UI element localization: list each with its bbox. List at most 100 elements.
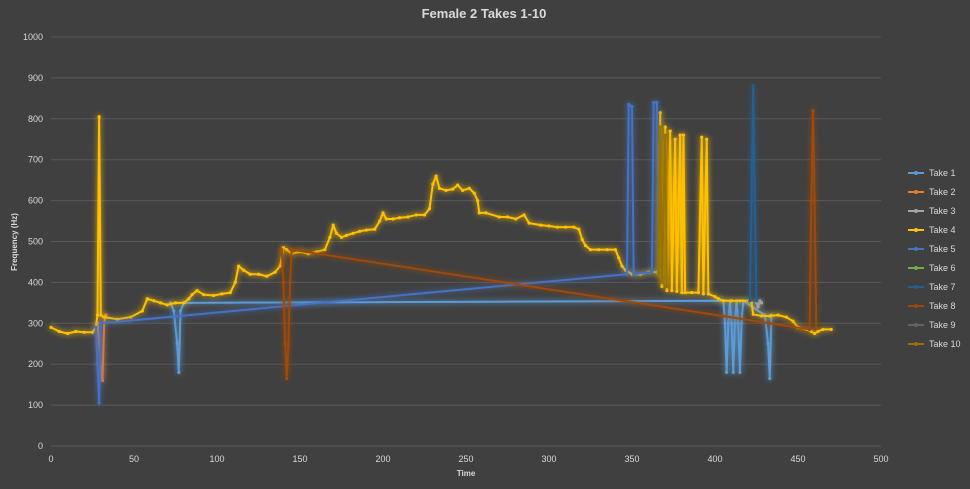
data-point bbox=[358, 229, 362, 233]
data-point bbox=[759, 301, 764, 305]
data-point bbox=[665, 288, 669, 293]
y-tick-label: 1000 bbox=[23, 32, 43, 42]
data-point bbox=[673, 137, 677, 141]
data-point bbox=[726, 321, 730, 325]
data-point bbox=[665, 284, 669, 289]
legend-label: Take 1 bbox=[929, 168, 956, 178]
data-point bbox=[668, 129, 672, 133]
x-tick-label: 450 bbox=[790, 454, 805, 464]
legend-label: Take 4 bbox=[929, 225, 956, 235]
data-point bbox=[285, 376, 289, 381]
data-point bbox=[663, 133, 667, 137]
data-point bbox=[236, 264, 241, 268]
data-point bbox=[94, 325, 98, 329]
y-axis-ticks: 0 100 200 300 400 500 600 700 800 900 1000 bbox=[23, 32, 43, 451]
data-point bbox=[398, 216, 402, 220]
data-point bbox=[577, 227, 581, 231]
data-point bbox=[723, 321, 727, 325]
data-point bbox=[278, 264, 282, 268]
series-take-8 bbox=[280, 109, 818, 381]
legend-item: Take 6 bbox=[908, 263, 956, 273]
x-tick-label: 300 bbox=[541, 454, 556, 464]
data-point bbox=[751, 312, 755, 316]
legend-marker bbox=[914, 209, 918, 213]
data-point bbox=[522, 213, 526, 217]
data-point bbox=[754, 299, 759, 303]
data-point bbox=[145, 297, 149, 301]
legend-item: Take 10 bbox=[908, 339, 961, 349]
series-line bbox=[94, 101, 660, 405]
legend-label: Take 3 bbox=[929, 206, 956, 216]
y-tick-label: 100 bbox=[28, 400, 43, 410]
data-point bbox=[580, 237, 584, 242]
y-tick-label: 200 bbox=[28, 359, 43, 369]
data-point bbox=[95, 362, 100, 366]
data-point bbox=[351, 231, 355, 235]
data-point bbox=[738, 370, 742, 374]
legend: Take 1 Take 2 Take 3 Take 4 Take 5 Take 6 Take… bbox=[908, 168, 961, 349]
data-point bbox=[384, 217, 388, 221]
data-point bbox=[175, 342, 179, 346]
data-point bbox=[97, 401, 101, 405]
x-tick-label: 100 bbox=[209, 454, 224, 464]
x-tick-label: 0 bbox=[48, 454, 53, 464]
data-point bbox=[331, 223, 335, 227]
data-point bbox=[670, 288, 674, 293]
data-point bbox=[195, 288, 199, 293]
data-point bbox=[422, 213, 427, 217]
data-point bbox=[328, 235, 332, 240]
data-point bbox=[588, 248, 593, 252]
legend-item: Take 8 bbox=[908, 301, 956, 311]
data-point bbox=[178, 309, 183, 313]
data-point bbox=[233, 280, 237, 284]
legend-label: Take 10 bbox=[929, 339, 961, 349]
series-take-3 bbox=[754, 299, 764, 309]
y-tick-label: 900 bbox=[28, 73, 43, 83]
data-point bbox=[660, 280, 664, 284]
data-point bbox=[630, 104, 634, 109]
y-tick-label: 700 bbox=[28, 155, 43, 165]
series-lines bbox=[49, 84, 833, 405]
data-point bbox=[273, 270, 277, 274]
data-point bbox=[564, 225, 568, 229]
data-point bbox=[467, 186, 471, 190]
data-point bbox=[705, 137, 709, 141]
data-point bbox=[680, 291, 684, 295]
data-point bbox=[228, 291, 232, 295]
legend-marker bbox=[914, 247, 918, 251]
data-point bbox=[285, 248, 289, 252]
data-point bbox=[74, 329, 78, 334]
data-point bbox=[617, 256, 621, 260]
data-point bbox=[658, 125, 662, 129]
data-point bbox=[456, 183, 460, 187]
data-point bbox=[82, 330, 86, 334]
data-point bbox=[547, 224, 551, 228]
legend-marker bbox=[914, 304, 918, 308]
data-point bbox=[339, 235, 344, 240]
x-axis-ticks: 0 50 100 150 200 250 300 350 400 450 500 bbox=[48, 454, 888, 464]
data-point bbox=[675, 289, 679, 293]
data-point bbox=[129, 315, 133, 319]
data-point bbox=[700, 135, 704, 139]
data-point bbox=[651, 100, 656, 105]
legend-label: Take 9 bbox=[929, 320, 956, 330]
series-take-1 bbox=[168, 299, 774, 381]
data-point bbox=[739, 321, 744, 325]
data-point bbox=[100, 378, 105, 383]
data-point bbox=[444, 188, 448, 192]
series-take-7 bbox=[748, 84, 759, 303]
data-point bbox=[632, 272, 636, 276]
data-point bbox=[95, 313, 100, 317]
x-tick-label: 350 bbox=[624, 454, 639, 464]
legend-marker bbox=[914, 190, 918, 194]
data-point bbox=[655, 100, 659, 105]
data-point bbox=[286, 342, 290, 346]
data-point bbox=[730, 321, 734, 325]
legend-item: Take 2 bbox=[908, 187, 956, 197]
data-point bbox=[751, 84, 755, 88]
data-point bbox=[791, 319, 795, 323]
data-point bbox=[461, 188, 465, 192]
data-point bbox=[539, 223, 543, 227]
data-point bbox=[202, 293, 206, 297]
